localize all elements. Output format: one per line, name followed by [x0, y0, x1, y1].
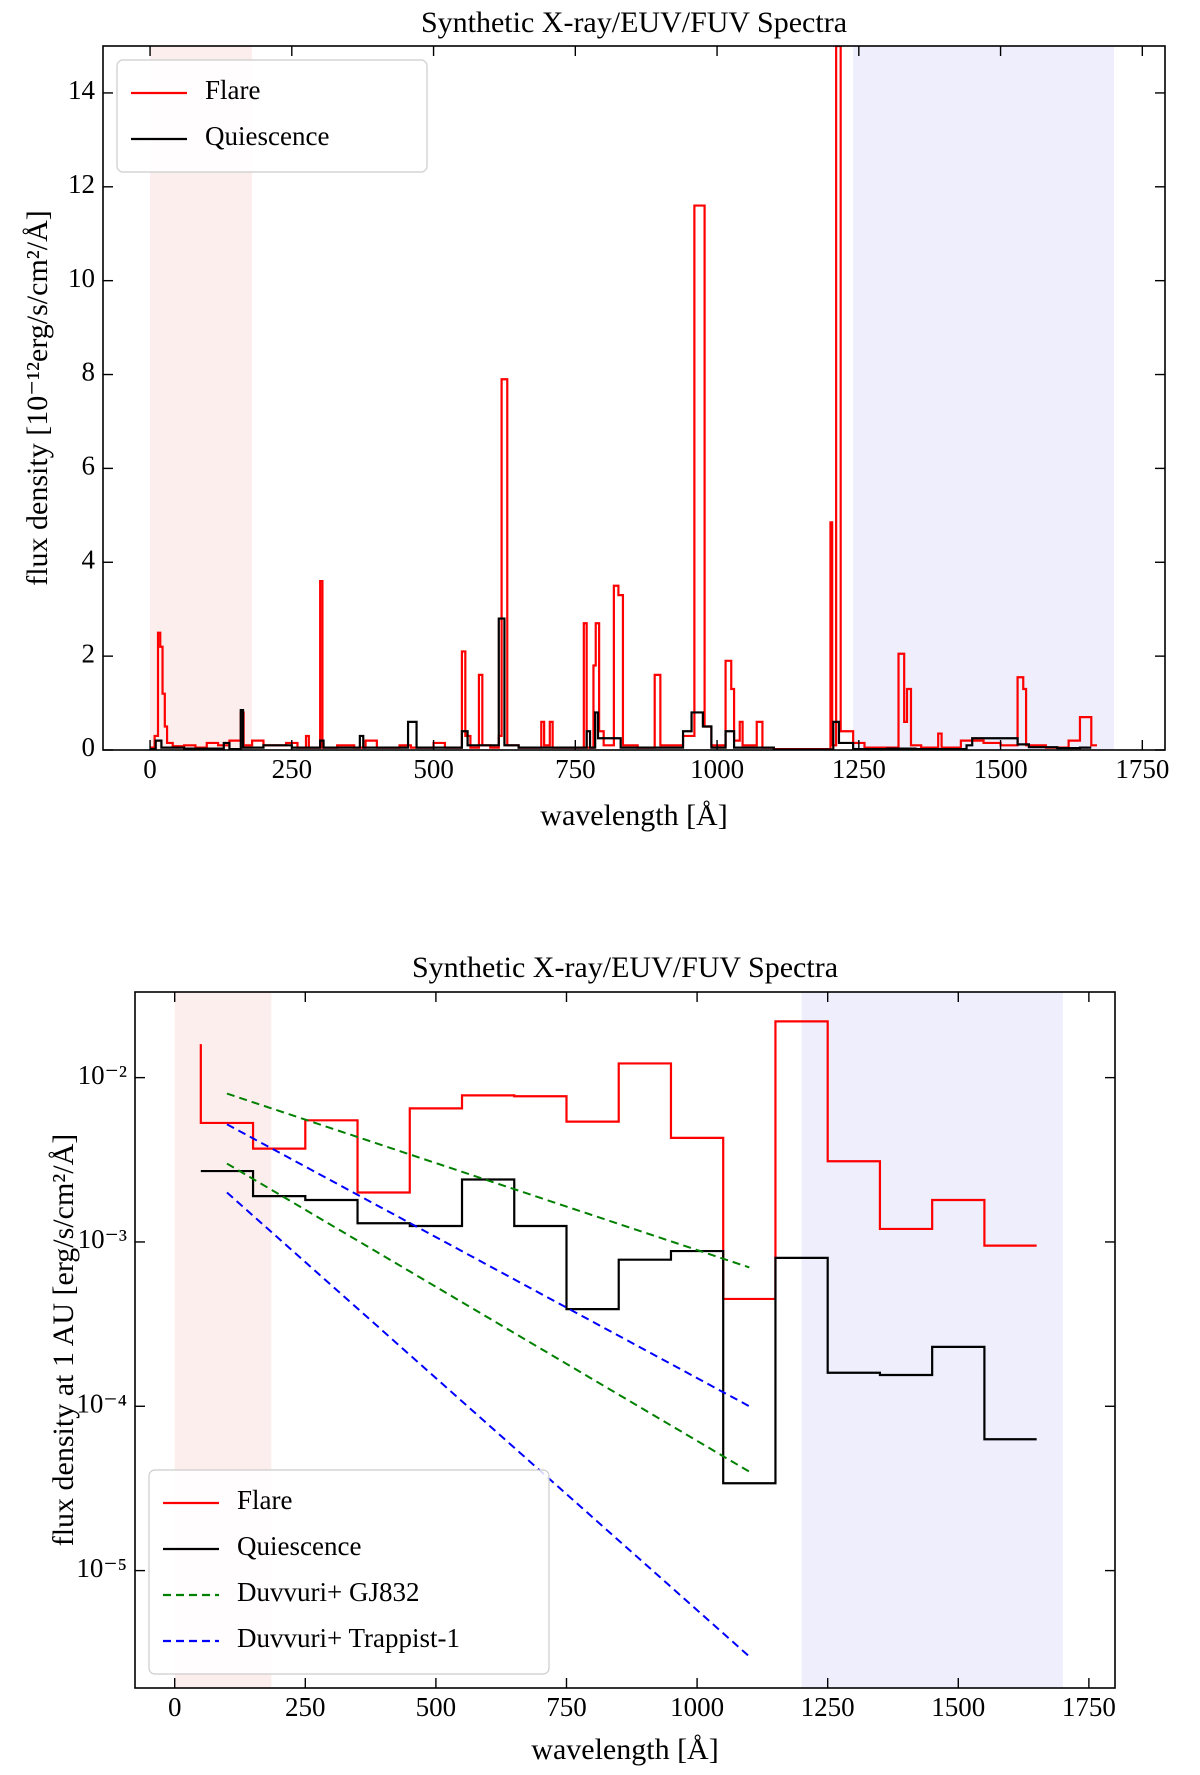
- shaded-region: [801, 992, 1063, 1688]
- x-tick-label: 1250: [832, 754, 886, 784]
- y-tick-label: 0: [82, 732, 96, 762]
- series-line: [226, 1123, 750, 1658]
- x-tick-label: 500: [416, 1692, 457, 1722]
- legend-label: Duvvuri+ GJ832: [237, 1577, 419, 1607]
- x-tick-label: 1000: [690, 754, 744, 784]
- legend-box: [116, 59, 428, 173]
- y-tick-label: 12: [68, 169, 95, 199]
- y-tick-label: 2: [82, 638, 96, 668]
- x-tick-label: 250: [285, 1692, 326, 1722]
- y-tick-label: 10⁻⁴: [76, 1388, 127, 1418]
- legend-label: Flare: [237, 1485, 292, 1515]
- chart-title: Synthetic X-ray/EUV/FUV Spectra: [412, 951, 838, 984]
- x-tick-label: 750: [546, 1692, 587, 1722]
- y-tick-label: 4: [82, 544, 96, 574]
- series-line: [199, 1020, 1037, 1301]
- legend-label: Quiescence: [237, 1531, 361, 1561]
- x-tick-label: 1500: [931, 1692, 985, 1722]
- y-axis-label: flux density [10⁻¹²erg/s/cm²/Å]: [21, 210, 54, 586]
- shaded-region: [853, 46, 1114, 750]
- legend-label: Flare: [205, 75, 260, 105]
- legend-label: Duvvuri+ Trappist-1: [237, 1623, 460, 1653]
- y-tick-label: 10⁻²: [78, 1060, 127, 1090]
- x-axis-label: wavelength [Å]: [531, 1733, 718, 1766]
- x-tick-label: 1500: [974, 754, 1028, 784]
- series-line: [200, 1169, 1037, 1485]
- y-tick-label: 6: [82, 451, 96, 481]
- y-tick-label: 14: [68, 75, 96, 105]
- y-axis-label: flux density at 1 AU [erg/s/cm²/Å]: [47, 1134, 80, 1547]
- y-tick-label: 10: [68, 263, 95, 293]
- x-tick-label: 750: [555, 754, 596, 784]
- plot-area: [199, 1020, 1037, 1658]
- x-tick-label: 250: [272, 754, 313, 784]
- chart-title: Synthetic X-ray/EUV/FUV Spectra: [421, 6, 847, 39]
- x-tick-label: 0: [168, 1692, 182, 1722]
- x-tick-label: 1750: [1115, 754, 1169, 784]
- x-tick-label: 500: [413, 754, 454, 784]
- series-line: [226, 1092, 750, 1473]
- y-tick-label: 10⁻³: [78, 1224, 127, 1254]
- x-tick-label: 1750: [1062, 1692, 1116, 1722]
- legend-box: [148, 1469, 550, 1675]
- y-tick-label: 8: [82, 357, 96, 387]
- axes-frame: [134, 991, 1116, 1689]
- x-tick-label: 1000: [670, 1692, 724, 1722]
- legend-label: Quiescence: [205, 121, 329, 151]
- y-tick-label: 10⁻⁵: [76, 1553, 127, 1583]
- axes-frame: [102, 45, 1166, 751]
- x-tick-label: 1250: [801, 1692, 855, 1722]
- plot-area: [150, 46, 1097, 750]
- x-tick-label: 0: [143, 754, 157, 784]
- series-line: [150, 617, 1092, 750]
- x-axis-label: wavelength [Å]: [540, 799, 727, 832]
- series-line: [150, 46, 1097, 750]
